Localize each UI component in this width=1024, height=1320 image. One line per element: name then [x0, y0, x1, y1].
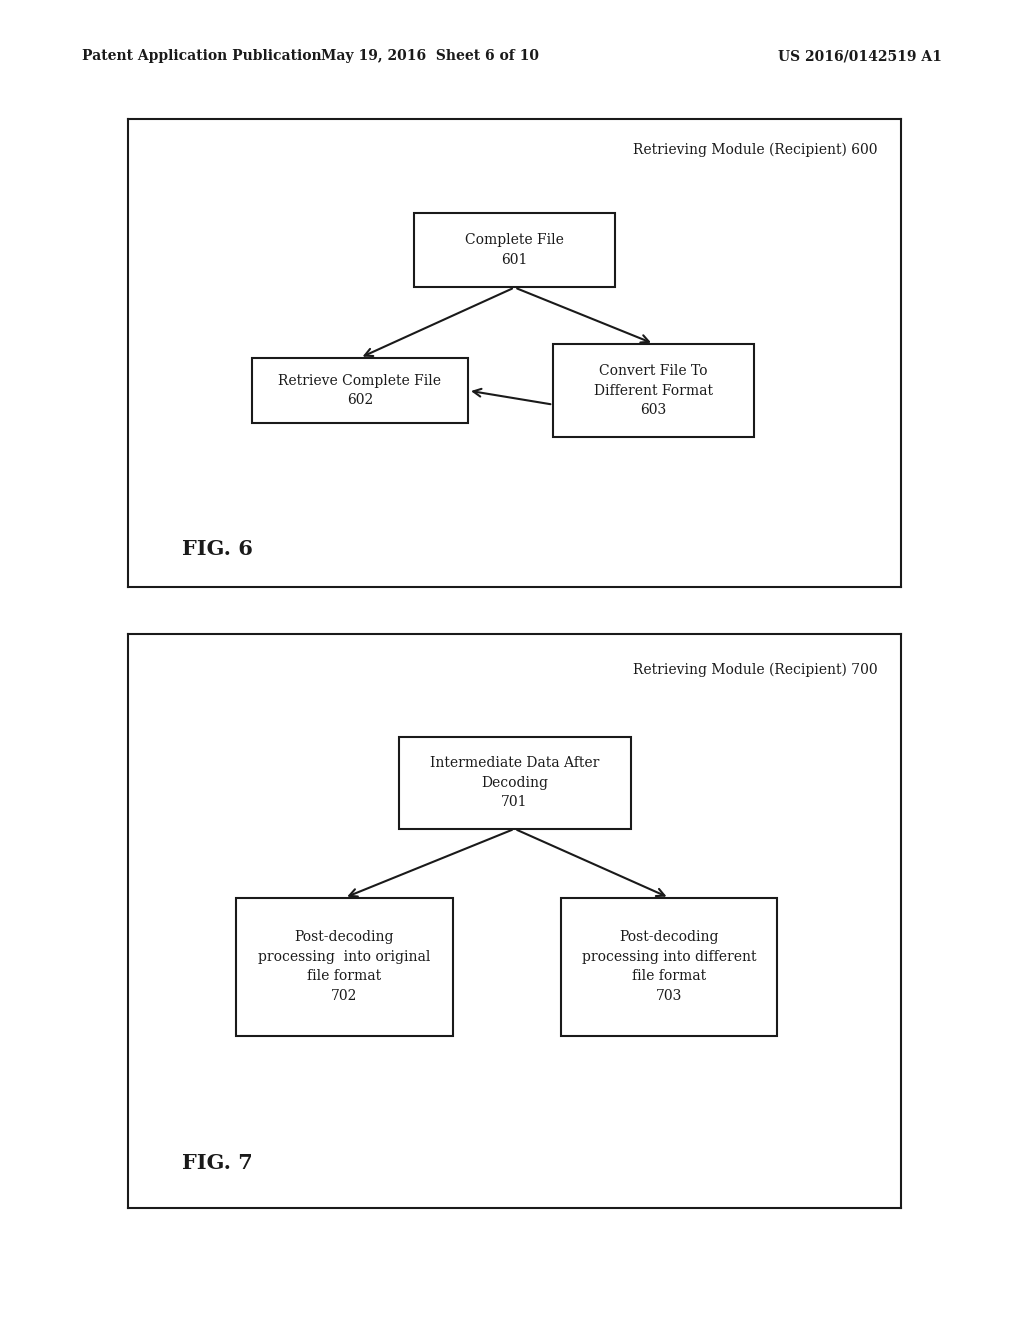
Text: Retrieving Module (Recipient) 600: Retrieving Module (Recipient) 600 — [634, 143, 878, 157]
Text: Post-decoding
processing into different
file format
703: Post-decoding processing into different … — [582, 931, 757, 1003]
Text: US 2016/0142519 A1: US 2016/0142519 A1 — [778, 49, 942, 63]
Text: Convert File To
Different Format
603: Convert File To Different Format 603 — [594, 364, 714, 417]
FancyBboxPatch shape — [553, 343, 755, 437]
FancyBboxPatch shape — [398, 737, 631, 829]
Text: FIG. 6: FIG. 6 — [182, 540, 253, 560]
FancyBboxPatch shape — [252, 358, 468, 424]
Text: May 19, 2016  Sheet 6 of 10: May 19, 2016 Sheet 6 of 10 — [322, 49, 539, 63]
Text: Intermediate Data After
Decoding
701: Intermediate Data After Decoding 701 — [430, 756, 599, 809]
FancyBboxPatch shape — [414, 213, 615, 288]
Text: Complete File
601: Complete File 601 — [465, 234, 564, 267]
Text: Retrieve Complete File
602: Retrieve Complete File 602 — [279, 374, 441, 408]
Text: FIG. 7: FIG. 7 — [182, 1154, 253, 1173]
Text: Patent Application Publication: Patent Application Publication — [82, 49, 322, 63]
Text: Retrieving Module (Recipient) 700: Retrieving Module (Recipient) 700 — [633, 663, 878, 677]
Text: Post-decoding
processing  into original
file format
702: Post-decoding processing into original f… — [258, 931, 431, 1003]
FancyBboxPatch shape — [237, 898, 453, 1035]
FancyBboxPatch shape — [561, 898, 777, 1035]
